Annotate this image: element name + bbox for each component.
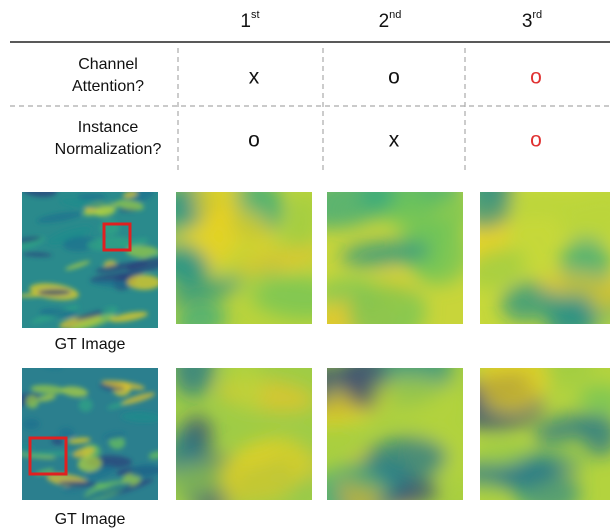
image-content — [0, 360, 165, 505]
cell-mark: x — [249, 66, 260, 89]
image-content — [155, 337, 343, 515]
cell-mark: o — [248, 129, 260, 152]
image — [292, 166, 476, 373]
row-label: Attention? — [72, 78, 144, 95]
image-content — [292, 166, 476, 373]
column-header: 3rd — [522, 9, 542, 32]
image — [0, 360, 165, 505]
column-suffix: nd — [389, 9, 401, 21]
column-number: 2 — [379, 11, 390, 32]
image-caption: GT Image — [55, 511, 126, 528]
column-number: 1 — [240, 11, 251, 32]
column-suffix: rd — [532, 9, 542, 21]
image-content — [441, 344, 610, 519]
image — [285, 336, 498, 530]
column-number: 3 — [522, 11, 533, 32]
image-content — [132, 177, 347, 342]
column-header: 1st — [240, 9, 259, 32]
cell-mark: o — [388, 66, 400, 89]
image-grid: GT Image GT Image — [0, 163, 610, 530]
cell-mark: x — [389, 129, 400, 152]
row-label: Normalization? — [55, 141, 162, 158]
row-label: Channel — [78, 56, 138, 73]
image-caption: GT Image — [55, 336, 126, 353]
column-suffix: st — [251, 9, 260, 21]
image — [441, 344, 610, 519]
row-label: Instance — [78, 119, 139, 136]
cell-mark: o — [530, 129, 542, 152]
table: 1st 2nd 3rd Channel Attention? x o o Instance Nor… — [55, 9, 543, 158]
cell-mark: o — [530, 66, 542, 89]
image — [155, 337, 343, 515]
figure: 1st 2nd 3rd Channel Attention? x o o Instance Nor… — [0, 0, 610, 530]
image — [8, 181, 183, 334]
image-content — [8, 181, 183, 334]
column-header: 2nd — [379, 9, 402, 32]
image — [132, 177, 347, 342]
image-content — [285, 336, 498, 530]
